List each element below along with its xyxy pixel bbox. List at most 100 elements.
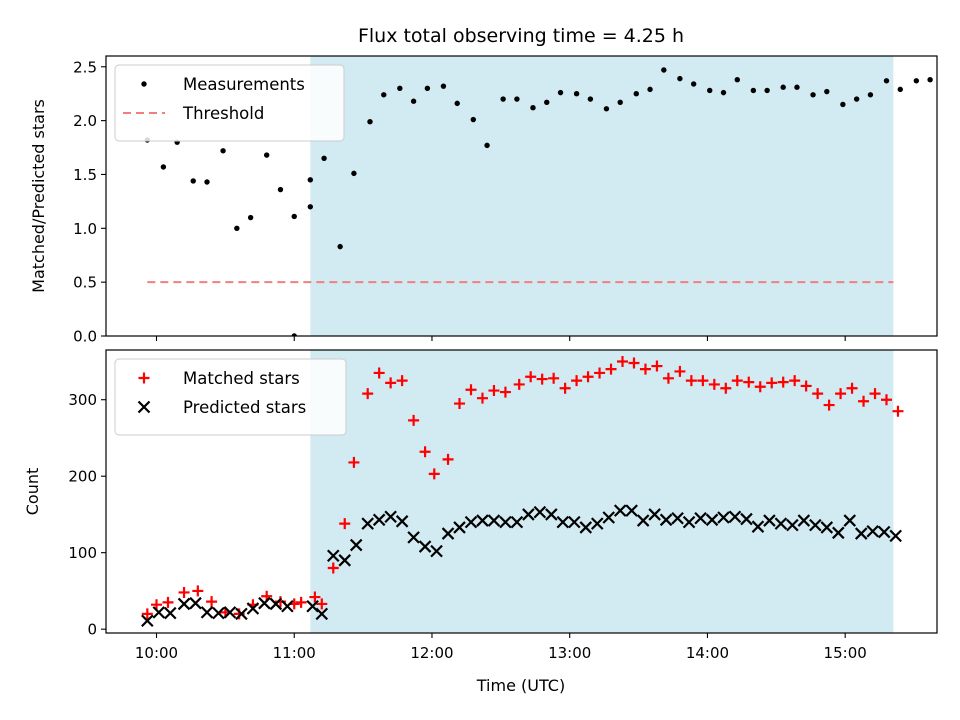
measurement-point <box>780 84 786 90</box>
measurement-point <box>351 170 357 177</box>
matched-star-point <box>789 375 801 387</box>
matched-star-point <box>858 395 870 407</box>
matched-star-point <box>408 414 420 426</box>
predicted-star-point <box>590 517 604 530</box>
predicted-star-point <box>258 596 271 610</box>
predicted-star-point <box>694 511 707 525</box>
predicted-star-point <box>613 504 627 517</box>
measurement-point <box>514 96 520 102</box>
matched-star-point <box>442 453 454 465</box>
predicted-star-point <box>866 524 880 538</box>
predicted-star-point <box>372 513 386 527</box>
bottom-y-tick-label: 100 <box>68 544 97 562</box>
measurement-point <box>530 104 536 111</box>
measurement-point <box>573 90 580 97</box>
matched-star-point <box>846 382 858 394</box>
x-tick-label: 13:00 <box>548 644 591 662</box>
predicted-star-point <box>522 508 535 521</box>
predicted-star-point <box>877 525 891 539</box>
matched-star-point <box>582 371 594 383</box>
measurement-point <box>557 89 564 96</box>
predicted-star-point <box>441 527 455 540</box>
measurement-point <box>943 90 948 95</box>
matched-star-point <box>419 446 431 458</box>
matched-star-point <box>178 586 190 598</box>
matched-star-point <box>869 388 881 400</box>
matched-star-point <box>754 381 766 393</box>
matched-star-point <box>731 375 743 387</box>
matched-star-point <box>639 363 651 375</box>
measurement-point <box>720 89 727 96</box>
matched-star-point <box>812 388 824 400</box>
matched-star-point <box>571 375 583 387</box>
predicted-star-point <box>545 508 558 521</box>
matched-star-point <box>385 377 397 389</box>
predicted-star-point <box>453 521 466 534</box>
matched-star-point <box>743 376 755 388</box>
matched-star-point <box>766 377 778 389</box>
matched-star-point <box>662 372 674 384</box>
matched-star-point <box>362 388 374 400</box>
bottom-panel: 0 100 200 300 10:00 11:00 12:00 13:00 14:00 15:00… <box>68 349 938 662</box>
predicted-star-point <box>281 599 294 613</box>
predicted-star-point <box>246 602 260 615</box>
top-legend <box>114 64 345 142</box>
matched-star-point <box>428 468 440 480</box>
measurement-point <box>707 87 713 94</box>
predicted-star-point <box>395 515 409 528</box>
measurement-point <box>867 92 874 98</box>
matched-star-point <box>708 378 720 390</box>
legend-label: Threshold <box>182 104 264 123</box>
predicted-star-point <box>579 521 593 534</box>
predicted-star-point <box>786 518 799 532</box>
predicted-star-point <box>832 526 845 540</box>
predicted-star-point <box>568 515 581 529</box>
measurement-point <box>883 78 890 84</box>
measurement-point <box>500 96 506 102</box>
measurement-point <box>424 85 431 92</box>
bottom-observing-window <box>310 350 894 633</box>
measurement-point <box>927 76 933 83</box>
top-observing-window <box>310 56 894 336</box>
predicted-star-point <box>476 514 489 527</box>
matched-star-point <box>525 371 537 383</box>
matched-star-point <box>880 394 892 406</box>
measurement-point <box>397 85 403 92</box>
matched-star-point <box>513 378 525 390</box>
measurement-point <box>897 86 903 93</box>
matched-star-point <box>499 386 511 398</box>
measurement-point <box>690 81 697 87</box>
matched-star-point <box>892 405 904 417</box>
matched-star-point <box>685 375 697 387</box>
matched-star-point <box>800 380 812 392</box>
measurement-point <box>204 179 210 185</box>
matched-star-point <box>151 599 163 611</box>
measurement-point <box>824 88 830 95</box>
matched-star-point <box>141 608 153 620</box>
predicted-star-point <box>659 513 673 527</box>
measurement-point <box>810 92 816 98</box>
matched-star-point <box>651 360 663 372</box>
legend-measurements-marker <box>141 81 147 87</box>
matched-star-point <box>548 372 560 384</box>
matched-star-point <box>628 357 640 369</box>
measurement-point <box>307 177 314 183</box>
measurement-point <box>234 225 240 232</box>
predicted-star-point <box>602 511 616 524</box>
predicted-star-point <box>774 517 788 530</box>
measurement-point <box>291 333 297 336</box>
matched-star-point <box>777 376 789 388</box>
predicted-star-point <box>717 511 730 524</box>
top-plot-area <box>144 67 948 336</box>
top-axes-frame <box>105 55 938 337</box>
matched-star-point <box>454 398 466 410</box>
measurement-point <box>291 213 297 220</box>
measurement-point <box>633 90 639 97</box>
top-y-tick-label: 2.0 <box>73 112 97 130</box>
predicted-star-point <box>464 515 478 529</box>
bottom-y-axis-label: Count <box>23 468 42 516</box>
predicted-star-point <box>235 607 248 621</box>
measurement-point <box>750 87 757 94</box>
predicted-star-point <box>625 504 638 517</box>
matched-star-point <box>316 598 328 610</box>
